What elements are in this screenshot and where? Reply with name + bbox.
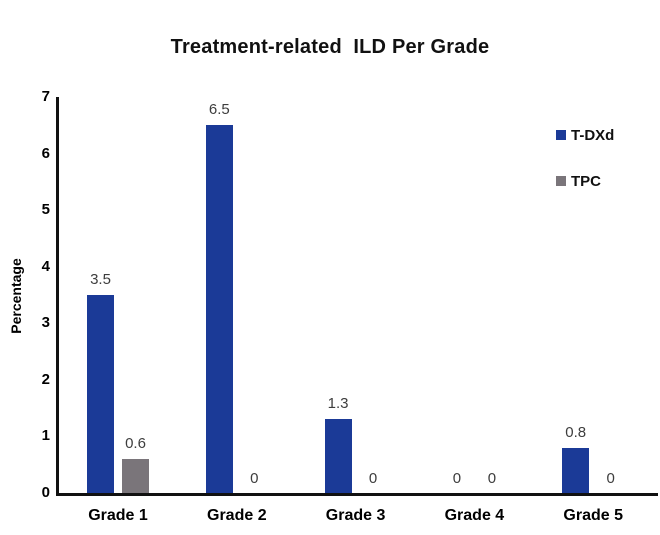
value-label-tpc-grade-2: 0 (250, 470, 259, 487)
y-tick-label: 3 (41, 314, 50, 332)
x-label-grade-1: Grade 1 (88, 507, 148, 524)
legend-label-tdxd: T-DXd (571, 126, 615, 144)
legend-label-tpc: TPC (571, 172, 601, 190)
bar-tpc-grade-1 (122, 459, 149, 493)
chart-title: Treatment-related ILD Per Grade (170, 36, 490, 58)
value-label-t-dxd-grade-5: 0.8 (565, 423, 587, 441)
y-tick-label: 6 (41, 144, 50, 162)
value-label-tpc-grade-4: 0 (487, 470, 497, 487)
bar-t-dxd-grade-1 (87, 295, 114, 493)
bar-t-dxd-grade-2 (205, 125, 233, 493)
value-label-tpc-grade-1: 0.6 (125, 435, 146, 453)
x-label-grade-4: Grade 4 (444, 507, 505, 524)
legend-item-tpc: TPC (556, 172, 614, 190)
y-tick-label: 2 (41, 370, 50, 388)
y-tick-label: 0 (41, 484, 50, 501)
x-axis-line (56, 493, 658, 496)
legend-swatch-tdxd-icon (556, 130, 566, 140)
y-tick-label: 5 (41, 201, 50, 219)
value-label-tpc-grade-5: 0 (606, 470, 615, 487)
legend: T-DXd TPC (556, 126, 614, 218)
legend-item-tdxd: T-DXd (556, 126, 614, 144)
bar-t-dxd-grade-3 (324, 419, 352, 493)
y-tick-label: 7 (41, 88, 50, 105)
y-tick-label: 4 (41, 257, 50, 275)
x-label-grade-2: Grade 2 (207, 507, 267, 524)
x-label-grade-3: Grade 3 (325, 507, 386, 524)
value-label-tpc-grade-3: 0 (368, 470, 378, 487)
value-label-t-dxd-grade-2: 6.5 (208, 101, 230, 119)
y-tick-label: 1 (41, 427, 50, 445)
bar-t-dxd-grade-5 (562, 447, 590, 493)
value-label-t-dxd-grade-3: 1.3 (327, 395, 349, 413)
value-label-t-dxd-grade-4: 0 (452, 470, 462, 487)
x-label-grade-5: Grade 5 (563, 507, 623, 524)
value-label-t-dxd-grade-1: 3.5 (90, 271, 111, 288)
legend-swatch-tpc-icon (556, 176, 566, 186)
y-axis-line (56, 97, 59, 496)
